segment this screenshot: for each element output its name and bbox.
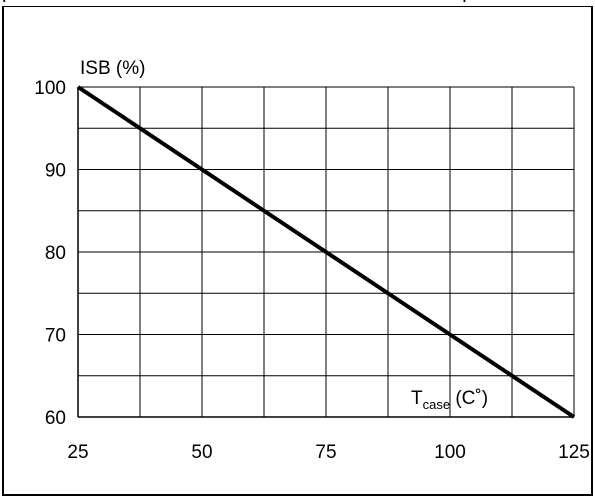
caption-open-paren: ( bbox=[2, 0, 9, 2]
x-tick-label: 100 bbox=[434, 442, 466, 463]
x-axis-label-sub: case bbox=[423, 397, 450, 412]
y-tick-label: 90 bbox=[45, 161, 66, 182]
y-tick-labels: 60 70 80 90 100 bbox=[34, 78, 66, 429]
series-layer bbox=[76, 85, 576, 419]
x-tick-label: 50 bbox=[191, 442, 212, 463]
x-tick-label: 75 bbox=[315, 442, 336, 463]
chart-frame bbox=[2, 6, 593, 496]
y-tick-label: 60 bbox=[45, 408, 66, 429]
x-tick-label: 125 bbox=[558, 442, 590, 463]
y-tick-label: 70 bbox=[45, 326, 66, 347]
y-tick-label: 100 bbox=[34, 78, 66, 99]
x-tick-label: 25 bbox=[67, 442, 88, 463]
y-tick-label: 80 bbox=[45, 243, 66, 264]
series-line bbox=[76, 85, 576, 419]
y-axis-label: ISB (%) bbox=[80, 58, 145, 79]
caption-close-paren: ) bbox=[460, 0, 467, 2]
caption-strip: ( ) bbox=[0, 0, 595, 2]
grid bbox=[77, 86, 575, 418]
x-tick-labels: 25 50 75 100 125 bbox=[67, 442, 589, 463]
x-axis-label-main: T bbox=[411, 388, 423, 409]
x-axis-label-unit: (C˚) bbox=[450, 388, 488, 409]
x-axis-label: Tcase (C˚) bbox=[411, 388, 488, 412]
